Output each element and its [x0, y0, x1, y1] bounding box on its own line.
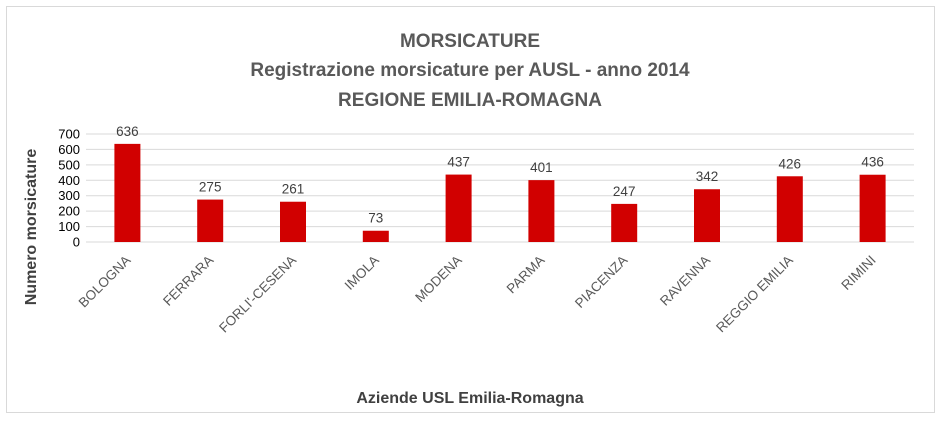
bar [445, 174, 472, 242]
chart-title-line-3: REGIONE EMILIA-ROMAGNA [338, 90, 602, 111]
bar [197, 199, 224, 242]
category-label: RAVENNA [657, 253, 713, 309]
data-label: 636 [116, 124, 139, 139]
category-label: FERRARA [160, 253, 216, 309]
bar [280, 201, 306, 242]
y-tick-label: 300 [58, 188, 80, 203]
bar [859, 174, 886, 242]
category-label: REGGIO EMILIA [713, 253, 796, 336]
y-tick-label: 0 [73, 235, 80, 250]
data-label: 342 [696, 169, 719, 184]
data-label: 247 [613, 184, 636, 199]
chart-title-line-2: Registrazione morsicature per AUSL - ann… [250, 60, 690, 81]
bars [114, 143, 886, 242]
category-label: BOLOGNA [76, 253, 134, 311]
bar [528, 180, 555, 242]
bar [114, 143, 141, 242]
y-tick-label: 100 [58, 219, 80, 234]
category-labels: BOLOGNA FERRARA FORLI'-CESENA IMOLA MODENA PA… [76, 253, 879, 336]
category-label: PARMA [504, 253, 548, 297]
data-label: 436 [861, 155, 884, 170]
data-label: 437 [447, 155, 470, 170]
data-labels: 636 275 261 73 437 401 247 342 426 436 [116, 124, 884, 226]
data-label: 426 [779, 156, 802, 171]
y-tick-label: 200 [58, 204, 80, 219]
category-label: PIACENZA [572, 253, 630, 311]
category-label: MODENA [412, 253, 465, 306]
bar [362, 230, 389, 242]
y-tick-label: 700 [58, 127, 80, 142]
y-tick-label: 400 [58, 173, 80, 188]
chart-title-line-1: MORSICATURE [400, 31, 540, 52]
y-axis-title: Numero morsicature [23, 149, 40, 306]
category-label: IMOLA [342, 253, 382, 293]
bar [611, 203, 638, 242]
bar [694, 189, 720, 242]
category-label: RIMINI [838, 253, 878, 293]
data-label: 275 [199, 180, 222, 195]
data-label: 73 [368, 211, 383, 226]
data-label: 261 [282, 182, 305, 197]
bar [776, 176, 803, 242]
y-tick-label: 600 [58, 142, 80, 157]
y-tick-label: 500 [58, 157, 80, 172]
x-axis-title: Aziende USL Emilia-Romagna [356, 390, 583, 407]
gridlines [86, 133, 914, 243]
data-label: 401 [530, 160, 553, 175]
category-label: FORLI'-CESENA [216, 253, 299, 336]
